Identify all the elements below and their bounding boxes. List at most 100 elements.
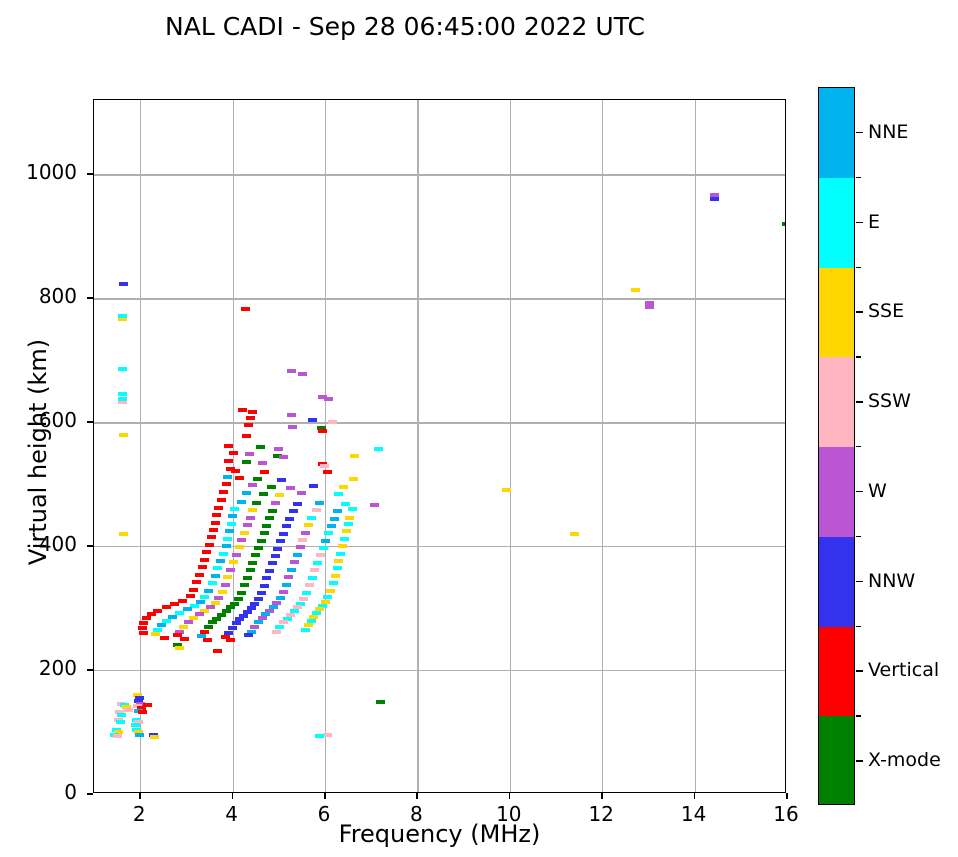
data-point (217, 589, 227, 594)
data-point (323, 470, 333, 475)
data-point (277, 478, 287, 483)
data-point (189, 616, 199, 621)
colorbar-boundary-tick (856, 356, 861, 358)
data-point (248, 508, 258, 513)
data-point (251, 553, 261, 558)
data-point (172, 633, 182, 638)
x-axis-tick (508, 793, 511, 799)
data-point (183, 619, 193, 624)
data-point (153, 628, 163, 633)
data-point (267, 508, 277, 513)
data-point (265, 516, 275, 521)
data-point (217, 612, 226, 617)
data-point (206, 535, 216, 540)
data-point (247, 410, 257, 415)
gridline-vertical (140, 100, 142, 792)
data-point (142, 616, 152, 621)
data-point (259, 469, 269, 474)
x-axis-tick-label: 14 (680, 802, 707, 826)
data-point (169, 602, 179, 607)
data-point (292, 502, 302, 506)
gridline-vertical (602, 100, 604, 792)
data-point (161, 618, 171, 623)
data-point (278, 531, 288, 536)
data-point (217, 498, 226, 503)
data-point (296, 601, 306, 606)
colorbar-label-x-mode: X-mode (868, 749, 941, 772)
data-point (644, 301, 654, 306)
data-point (336, 551, 346, 556)
data-point (224, 630, 234, 635)
data-point (314, 734, 324, 739)
data-point (258, 492, 268, 497)
data-point (320, 599, 330, 604)
data-point (709, 197, 719, 202)
data-point (334, 559, 344, 563)
data-point (118, 432, 128, 437)
data-point (218, 551, 228, 556)
data-point (139, 620, 149, 625)
data-point (226, 467, 236, 472)
data-point (781, 221, 785, 226)
data-point (276, 539, 286, 544)
data-point (289, 509, 299, 514)
data-point (113, 717, 123, 722)
data-point (253, 546, 263, 550)
data-point (242, 609, 252, 614)
x-axis-tick (231, 793, 234, 799)
data-point (250, 624, 260, 629)
data-point (233, 596, 243, 601)
data-point (298, 371, 308, 376)
data-point (205, 542, 214, 547)
data-point (118, 317, 128, 322)
colorbar-tick (856, 131, 863, 134)
data-point (113, 730, 123, 735)
data-point (243, 423, 253, 428)
data-point (315, 553, 325, 558)
data-point (192, 580, 202, 585)
x-axis-tick (786, 793, 788, 799)
data-point (343, 521, 353, 526)
y-axis-tick (87, 173, 93, 175)
data-point (262, 576, 272, 581)
gridline-horizontal (94, 670, 785, 672)
gridline-horizontal (94, 174, 785, 176)
colorbar-tick (856, 670, 863, 672)
data-point (261, 612, 271, 617)
data-point (212, 616, 222, 621)
data-point (200, 630, 210, 635)
data-point (301, 628, 311, 633)
y-axis-tick (87, 545, 93, 547)
y-axis-tick-label: 600 (38, 408, 77, 433)
data-point (298, 537, 308, 542)
colorbar-band-w (819, 447, 854, 538)
data-point (265, 568, 275, 573)
data-point (133, 699, 143, 704)
data-point (241, 459, 251, 464)
data-point (220, 582, 230, 587)
colorbar-tick (856, 580, 863, 583)
data-point (259, 583, 269, 588)
data-point (271, 630, 281, 635)
data-point (252, 500, 262, 505)
x-axis-tick (139, 793, 141, 799)
data-point (338, 484, 348, 489)
data-point (241, 490, 251, 495)
data-point (213, 649, 223, 654)
data-point (132, 704, 142, 708)
colorbar-band-sse (819, 267, 854, 358)
data-point (241, 433, 251, 438)
data-point (287, 412, 297, 417)
data-point (159, 635, 169, 640)
data-point (151, 632, 161, 637)
x-axis-tick (693, 793, 696, 799)
data-point (341, 529, 351, 534)
data-point (148, 732, 158, 737)
data-point (306, 515, 316, 520)
data-point (299, 596, 309, 601)
data-point (310, 568, 320, 573)
data-point (231, 620, 241, 625)
data-point (168, 614, 178, 619)
data-point (247, 483, 257, 488)
data-point (227, 521, 237, 526)
